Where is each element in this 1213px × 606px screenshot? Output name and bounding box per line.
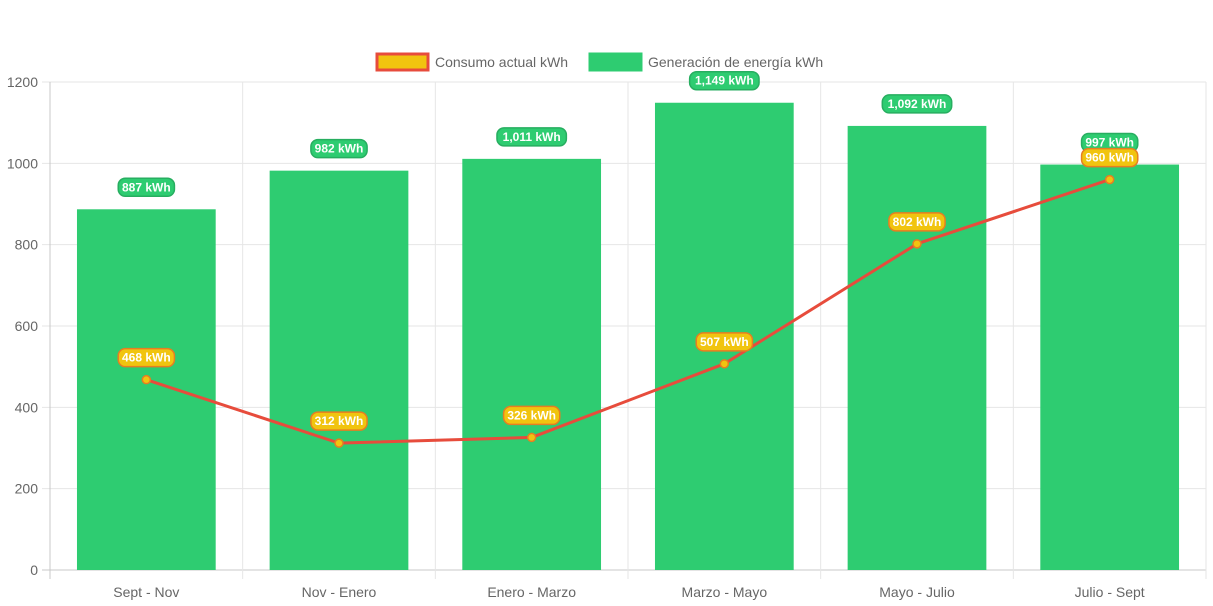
legend-swatch-generacion	[588, 52, 643, 72]
y-tick-label: 200	[15, 481, 39, 497]
y-tick-label: 800	[15, 237, 39, 253]
legend-label-consumo: Consumo actual kWh	[435, 54, 568, 70]
line-value-label-badge	[117, 347, 176, 368]
x-tick-label: Nov - Enero	[302, 584, 377, 600]
x-tick-label: Enero - Marzo	[487, 584, 576, 600]
y-tick-label: 1000	[7, 155, 38, 171]
x-tick-label: Mayo - Julio	[879, 584, 955, 600]
grid-lines	[42, 81, 1207, 579]
bar-value-label-badge	[117, 177, 176, 198]
bar-generacion	[269, 170, 409, 571]
line-consumo	[145, 178, 1111, 445]
bar-value-label-badge	[496, 127, 568, 147]
x-tick-label: Julio - Sept	[1075, 584, 1145, 600]
line-value-label-badge	[695, 332, 754, 352]
bar-value-label-badge	[310, 138, 368, 159]
point-consumo	[141, 374, 152, 385]
bar-value-label-badge	[881, 94, 953, 114]
legend-swatch-consumo	[375, 52, 430, 72]
line-value-label-badge	[502, 405, 561, 426]
point-consumo	[334, 438, 344, 448]
bar-value-label: 1,092 kWh	[888, 97, 947, 111]
line-value-label-badge	[310, 411, 368, 431]
line-value-label-badge	[888, 212, 946, 232]
y-tick-label: 1200	[7, 74, 38, 90]
line-series	[141, 174, 1115, 448]
bar-generacion	[462, 158, 602, 571]
y-tick-label: 600	[15, 318, 39, 334]
line-value-label: 468 kWh	[122, 351, 171, 365]
bar-generacion	[76, 209, 216, 570]
line-value-label: 507 kWh	[700, 335, 749, 349]
axes: 0 200 400 600 800 1000 1200 Sept - Nov Nov - Ene…	[7, 74, 1145, 600]
y-tick-label: 400	[15, 399, 39, 415]
bar-value-label: 1,149 kWh	[695, 74, 754, 88]
point-consumo	[912, 239, 922, 249]
line-value-label: 802 kWh	[893, 215, 942, 229]
point-consumo	[526, 432, 537, 443]
line-value-label: 326 kWh	[507, 408, 556, 422]
point-consumo	[1104, 174, 1115, 185]
line-value-label: 312 kWh	[315, 414, 364, 428]
x-tick-label: Sept - Nov	[113, 584, 179, 600]
y-tick-label: 0	[30, 562, 38, 578]
bar-value-label: 982 kWh	[315, 142, 364, 156]
bar-value-label: 887 kWh	[122, 180, 171, 194]
bar-value-label-badge	[688, 70, 760, 91]
chart-legend: Consumo actual kWh Generación de energía…	[375, 52, 823, 72]
data-labels: 887 kWh 982 kWh 1,011 kWh 1,149 kWh 1,092 kW…	[117, 70, 1139, 431]
bar-generacion	[1040, 164, 1180, 570]
point-consumo	[719, 359, 730, 369]
bar-value-label: 1,011 kWh	[503, 130, 561, 144]
bar-value-label: 997 kWh	[1085, 136, 1134, 150]
legend-label-generacion: Generación de energía kWh	[648, 54, 823, 70]
x-tick-label: Marzo - Mayo	[682, 584, 768, 600]
bar-generacion	[847, 125, 987, 571]
line-value-label: 960 kWh	[1085, 151, 1134, 165]
line-value-label-badge	[1080, 147, 1139, 168]
